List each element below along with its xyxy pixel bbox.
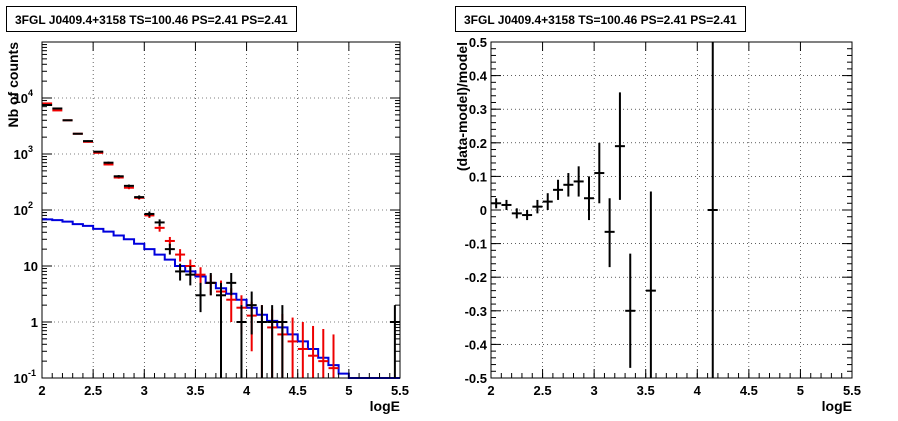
y-tick-exponent: 3 — [28, 144, 33, 154]
x-tick-label: 3 — [141, 383, 148, 398]
y-tick-label: 0.5 — [469, 35, 487, 50]
x-axis-title: logE — [370, 398, 400, 414]
x-tick-label: 5 — [345, 383, 352, 398]
x-tick-label: 2 — [38, 383, 45, 398]
y-tick-label: -0.3 — [465, 304, 487, 319]
y-axis-title: (data-model)/model — [454, 42, 470, 171]
residual-plot: 2 2.5 3 3.5 4 4.5 5 5.5 -0.5 -0.4 -0.3 -0.2 -0.1 0 0.1… — [454, 35, 861, 414]
x-tick-label: 4.5 — [740, 383, 758, 398]
y-tick-label: 0.2 — [469, 136, 487, 151]
x-tick-label: 5.5 — [391, 383, 409, 398]
y-tick-label: 10 — [24, 259, 38, 274]
y-tick-label: 0.1 — [469, 169, 487, 184]
spectrum-panel: 2 2.5 3 3.5 4 4.5 5 5.5 10 -1 1 10 10 2 10 3 10 4 logE Nb o… — [5, 6, 409, 414]
y-tick-exponent: 4 — [28, 88, 33, 98]
y-tick-label: 10 — [14, 147, 28, 162]
x-tick-label: 3.5 — [637, 383, 655, 398]
plot-title: 3FGL J0409.4+3158 TS=100.46 PS=2.41 PS=2… — [6, 6, 297, 32]
y-tick-label: 1 — [31, 315, 38, 330]
y-tick-label: 10 — [14, 203, 28, 218]
x-tick-label: 5 — [797, 383, 804, 398]
y-tick-label: -0.5 — [465, 371, 487, 386]
x-tick-label: 2 — [487, 383, 494, 398]
y-tick-label: 10 — [14, 91, 28, 106]
y-tick-exponent: 2 — [28, 200, 33, 210]
y-tick-label: 0.4 — [469, 69, 488, 84]
x-tick-label: 2.5 — [534, 383, 552, 398]
x-axis-title: logE — [822, 398, 852, 414]
x-tick-label: 4 — [243, 383, 251, 398]
y-tick-label: 0 — [480, 203, 487, 218]
x-tick-label: 5.5 — [843, 383, 861, 398]
y-axis-title: Nb of counts — [5, 42, 21, 128]
y-tick-label: -0.2 — [465, 270, 487, 285]
x-tick-label: 3.5 — [186, 383, 204, 398]
x-tick-label: 4.5 — [289, 383, 307, 398]
y-tick-label: -0.4 — [465, 337, 488, 352]
x-tick-label: 3 — [591, 383, 598, 398]
x-tick-label: 4 — [694, 383, 702, 398]
y-tick-label: 10 — [14, 371, 28, 386]
residual-panel: 2 2.5 3 3.5 4 4.5 5 5.5 -0.5 -0.4 -0.3 -0.2 -0.1 0 0.1… — [449, 0, 898, 421]
y-tick-label: -0.1 — [465, 237, 487, 252]
plot-title: 3FGL J0409.4+3158 TS=100.46 PS=2.41 PS=2… — [455, 6, 746, 32]
x-tick-label: 2.5 — [84, 383, 102, 398]
y-tick-exponent: -1 — [28, 368, 36, 378]
y-tick-label: 0.3 — [469, 102, 487, 117]
